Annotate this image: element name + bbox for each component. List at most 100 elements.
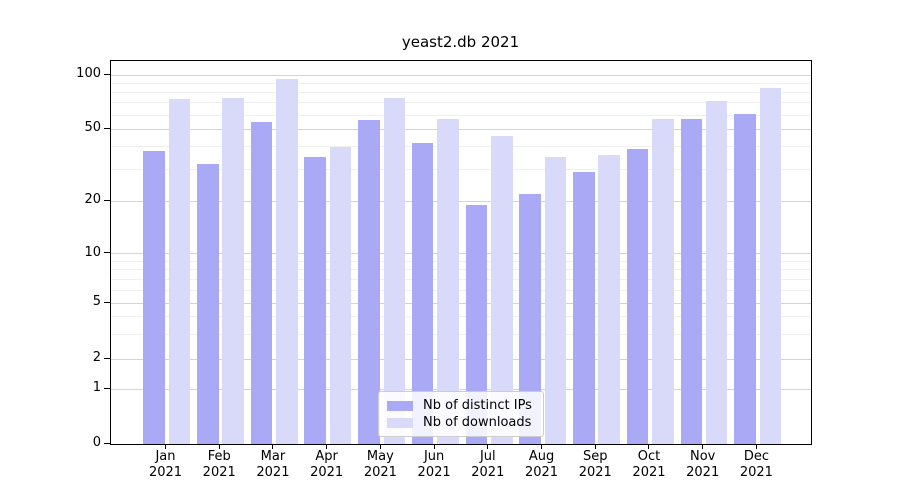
bar-distinct-ips-feb	[197, 164, 219, 444]
gridline-major	[111, 74, 811, 76]
x-tick-mark	[648, 444, 650, 449]
x-tick-label-jan: Jan 2021	[134, 449, 198, 481]
x-tick-label-may: May 2021	[348, 449, 412, 481]
x-tick-year: 2021	[417, 465, 451, 480]
bar-distinct-ips-jun	[411, 142, 434, 444]
x-tick-month: Nov	[690, 449, 716, 464]
gridline-minor	[111, 114, 811, 116]
bar-downloads-feb	[222, 97, 244, 444]
bar-distinct-ips-oct	[626, 148, 649, 444]
gridline-minor	[111, 146, 811, 148]
x-tick-year: 2021	[739, 465, 773, 480]
x-tick-month: Mar	[260, 449, 286, 464]
x-tick-mark	[594, 444, 596, 449]
y-tick-label: 20	[84, 192, 101, 207]
gridline-minor	[111, 269, 811, 271]
legend-entry-downloads: Nb of downloads	[387, 414, 535, 431]
plot-area	[110, 60, 812, 445]
y-tick-label: 2	[92, 350, 101, 366]
x-tick-month: May	[366, 449, 394, 464]
bar-distinct-ips-sep	[573, 171, 595, 444]
legend-entry-distinct-ips: Nb of distinct IPs	[387, 397, 535, 414]
x-tick-month: Feb	[207, 449, 231, 464]
x-tick-mark	[433, 444, 435, 449]
x-tick-label-mar: Mar 2021	[241, 449, 305, 481]
y-tick-mark	[104, 252, 110, 254]
bar-downloads-oct	[652, 119, 674, 444]
gridline-major	[111, 302, 811, 304]
gridline-minor	[111, 289, 811, 291]
y-tick-mark	[104, 127, 110, 129]
y-tick-mark	[104, 387, 110, 389]
x-tick-year: 2021	[310, 465, 344, 480]
bar-downloads-jul	[491, 135, 513, 444]
x-tick-mark	[379, 444, 381, 449]
gridline-major	[111, 200, 811, 202]
bar-downloads-apr	[329, 146, 352, 444]
bar-downloads-dec	[759, 87, 782, 444]
legend-label-downloads: Nb of downloads	[423, 414, 532, 430]
gridline-minor	[111, 260, 811, 262]
x-tick-mark	[272, 444, 274, 449]
y-tick-label: 5	[92, 294, 101, 310]
x-tick-label-dec: Dec 2021	[724, 449, 788, 481]
gridline-minor	[111, 334, 811, 336]
legend-swatch-downloads	[387, 417, 413, 428]
bar-downloads-jan	[168, 98, 191, 444]
y-tick-mark	[104, 357, 110, 359]
x-tick-label-feb: Feb 2021	[187, 449, 251, 481]
x-tick-label-aug: Aug 2021	[510, 449, 574, 481]
x-tick-month: Jun	[423, 449, 445, 464]
bar-distinct-ips-may	[358, 120, 380, 444]
bar-downloads-sep	[598, 155, 620, 444]
y-tick-label: 100	[76, 66, 101, 81]
x-tick-label-apr: Apr 2021	[295, 449, 359, 481]
y-tick-mark	[104, 442, 110, 444]
gridline-minor	[111, 91, 811, 93]
bar-downloads-mar	[276, 79, 298, 444]
y-tick-label: 1	[92, 380, 101, 396]
y-tick-label: 50	[84, 120, 101, 136]
y-tick-mark	[104, 199, 110, 201]
bar-downloads-may	[383, 97, 406, 444]
x-tick-mark	[541, 444, 543, 449]
x-tick-year: 2021	[148, 465, 183, 480]
gridline-minor	[111, 316, 811, 318]
gridline-minor	[111, 168, 811, 170]
y-tick-mark	[104, 301, 110, 303]
gridline-major	[111, 388, 811, 390]
legend: Nb of distinct IPs Nb of downloads	[378, 391, 544, 437]
x-tick-month: Sep	[582, 449, 608, 464]
chart-title: yeast2.db 2021	[401, 33, 520, 51]
y-tick-mark	[104, 73, 110, 75]
bar-downloads-jun	[437, 119, 459, 444]
bar-distinct-ips-apr	[304, 157, 326, 444]
x-tick-month: Jul	[479, 449, 496, 464]
x-tick-label-sep: Sep 2021	[563, 449, 627, 481]
x-tick-mark	[165, 444, 166, 449]
gridline-minor	[111, 102, 811, 104]
bar-distinct-ips-aug	[519, 193, 541, 444]
x-tick-year: 2021	[256, 465, 290, 480]
y-tick-label: 0	[92, 435, 101, 450]
x-tick-label-oct: Oct 2021	[617, 449, 681, 481]
bar-downloads-aug	[544, 157, 567, 444]
bar-distinct-ips-mar	[250, 121, 273, 444]
bar-distinct-ips-jul	[465, 204, 488, 444]
x-tick-year: 2021	[632, 465, 666, 480]
gridline-minor	[111, 82, 811, 84]
x-tick-year: 2021	[524, 465, 559, 480]
x-tick-mark	[702, 444, 704, 449]
x-tick-month: Aug	[528, 449, 555, 464]
bar-distinct-ips-nov	[680, 119, 702, 444]
bar-downloads-nov	[705, 100, 728, 444]
x-tick-mark	[487, 444, 489, 449]
x-tick-year: 2021	[471, 465, 505, 480]
x-tick-label-nov: Nov 2021	[671, 449, 735, 481]
legend-swatch-distinct-ips	[387, 400, 413, 411]
plot-canvas	[111, 61, 811, 444]
y-tick-label: 10	[84, 244, 101, 260]
gridline-minor	[111, 278, 811, 280]
gridline-major	[111, 358, 811, 360]
